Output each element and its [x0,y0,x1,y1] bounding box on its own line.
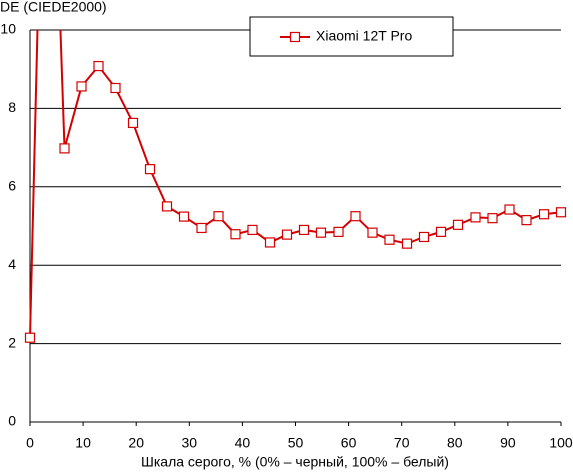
legend-marker [289,31,301,43]
x-tick-label: 0 [26,435,34,451]
x-tick-label: 90 [500,435,516,451]
point-marker [247,224,258,236]
y-tick-label: 6 [8,178,16,194]
point-marker [435,226,447,237]
point-marker [144,164,156,175]
x-tick-label: 60 [341,435,357,451]
point-marker [93,60,104,72]
x-tick-label: 40 [235,435,251,451]
y-tick-label: 0 [8,413,16,429]
point-marker [504,204,515,215]
point-marker [350,211,361,222]
point-marker [161,201,173,212]
point-marker [521,215,532,226]
chart-title: DE (CIEDE2000) [0,0,107,15]
plot-area [24,30,567,343]
point-marker [418,231,430,243]
y-tick-label: 4 [8,256,16,272]
point-marker [178,211,190,222]
y-tick-label: 2 [8,334,16,350]
point-marker [196,222,207,234]
point-marker [281,229,293,240]
point-marker [213,211,224,222]
point-marker [76,81,87,92]
point-marker [367,227,378,238]
point-marker [384,234,395,245]
point-marker [452,219,464,230]
point-marker [333,226,344,237]
point-marker [59,143,70,154]
point-marker [401,238,413,249]
y-tick-label: 8 [8,99,16,115]
point-marker [230,229,241,240]
point-marker [487,213,498,224]
x-tick-label: 10 [75,435,91,451]
x-tick-label: 100 [549,435,573,451]
x-tick-label: 80 [447,435,463,451]
y-tick-label: 10 [0,21,16,37]
legend-label: Xiaomi 12T Pro [316,28,412,44]
point-marker [298,224,310,236]
point-marker [538,209,550,220]
point-marker [110,82,121,94]
point-marker [555,207,567,218]
x-tick-label: 20 [128,435,144,451]
x-axis-label: Шкала серого, % (0% – черный, 100% – бел… [141,454,449,470]
x-tick-label: 50 [288,435,304,451]
point-marker [127,117,139,129]
x-tick-label: 30 [182,435,198,451]
point-marker [264,237,276,248]
point-marker [470,212,481,223]
point-marker [24,332,36,343]
point-marker [315,227,327,238]
x-tick-label: 70 [394,435,410,451]
